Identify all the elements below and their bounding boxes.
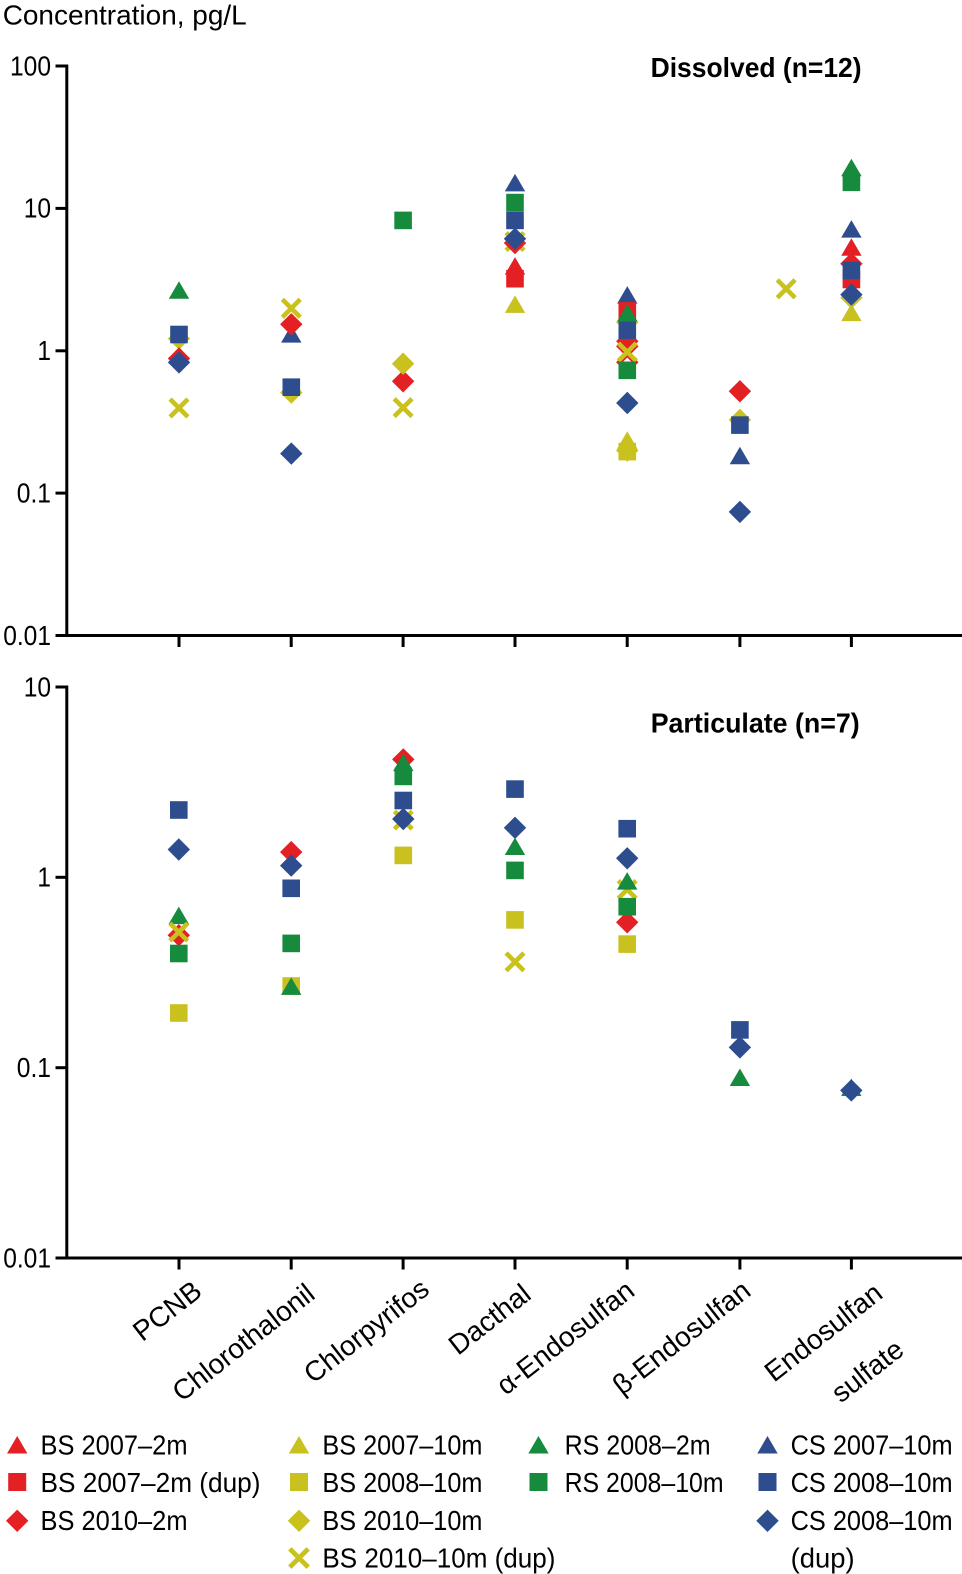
svg-text:BS 2007–2m (dup): BS 2007–2m (dup) — [41, 1467, 261, 1498]
svg-text:10: 10 — [24, 671, 51, 702]
svg-text:Concentration, pg/L: Concentration, pg/L — [3, 0, 247, 30]
svg-text:0.01: 0.01 — [3, 1242, 51, 1273]
svg-text:0.1: 0.1 — [17, 477, 51, 508]
svg-text:(dup): (dup) — [791, 1542, 855, 1573]
svg-text:BS 2010–10m: BS 2010–10m — [322, 1505, 482, 1536]
svg-text:100: 100 — [10, 50, 51, 81]
svg-text:1: 1 — [37, 862, 51, 893]
svg-text:1: 1 — [37, 335, 51, 366]
svg-text:BS 2010–10m (dup): BS 2010–10m (dup) — [322, 1542, 555, 1573]
svg-text:CS 2007–10m: CS 2007–10m — [791, 1430, 953, 1461]
svg-text:10: 10 — [24, 193, 51, 224]
svg-text:BS 2010–2m: BS 2010–2m — [41, 1505, 188, 1536]
svg-text:BS 2007–2m: BS 2007–2m — [41, 1430, 188, 1461]
svg-text:0.1: 0.1 — [17, 1052, 51, 1083]
svg-text:BS 2008–10m: BS 2008–10m — [322, 1467, 482, 1498]
svg-text:0.01: 0.01 — [3, 620, 51, 651]
svg-text:RS 2008–10m: RS 2008–10m — [565, 1467, 724, 1498]
svg-text:CS 2008–10m: CS 2008–10m — [791, 1467, 953, 1498]
svg-text:Particulate (n=7): Particulate (n=7) — [651, 708, 860, 739]
svg-text:BS 2007–10m: BS 2007–10m — [322, 1430, 482, 1461]
svg-text:Dissolved (n=12): Dissolved (n=12) — [651, 52, 862, 83]
svg-text:RS 2008–2m: RS 2008–2m — [565, 1430, 711, 1461]
svg-text:CS 2008–10m: CS 2008–10m — [791, 1505, 953, 1536]
